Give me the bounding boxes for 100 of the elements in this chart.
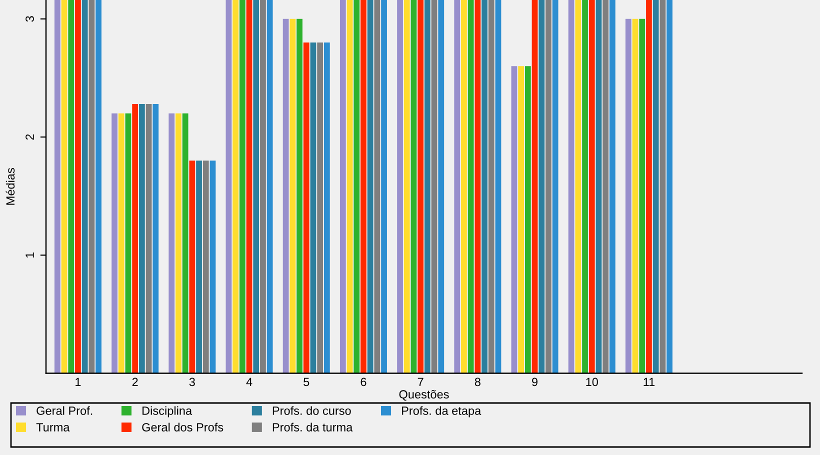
- bar: [518, 66, 524, 374]
- bar: [646, 0, 652, 374]
- bar: [82, 0, 88, 374]
- bar: [468, 0, 474, 374]
- bar: [625, 18, 632, 374]
- bar: [495, 0, 502, 374]
- bar: [176, 113, 182, 374]
- y-axis-title: Médias: [6, 168, 15, 205]
- bar: [367, 0, 374, 374]
- bar: [96, 0, 102, 374]
- bar: [431, 0, 438, 374]
- legend-label: Geral dos Profs: [142, 422, 224, 432]
- bar: [532, 0, 538, 374]
- bar: [138, 104, 145, 374]
- bar: [253, 0, 260, 374]
- bar: [360, 0, 366, 374]
- bar: [596, 0, 602, 374]
- legend-label: Disciplina: [142, 406, 192, 418]
- bar: [340, 0, 346, 374]
- bar: [226, 0, 232, 374]
- x-tick-label: 2: [132, 378, 138, 386]
- bar: [461, 0, 467, 374]
- x-tick-label: 5: [304, 378, 310, 386]
- bar: [290, 18, 296, 374]
- bar: [524, 66, 531, 374]
- legend-label: Profs. da etapa: [402, 406, 482, 418]
- x-tick-label: 3: [189, 378, 195, 386]
- bar: [310, 42, 316, 374]
- bar: [88, 0, 95, 374]
- bar: [538, 0, 545, 374]
- bar: [118, 113, 124, 374]
- x-tick-label: 1: [76, 378, 81, 386]
- bar: [381, 0, 387, 374]
- y-tick-label: 2: [26, 134, 34, 140]
- bar: [202, 160, 209, 374]
- legend-label: Profs. da turma: [272, 422, 353, 432]
- bar: [232, 0, 239, 374]
- bar: [552, 0, 558, 374]
- x-tick-label: 6: [360, 378, 366, 386]
- bar: [474, 0, 481, 374]
- bar: [68, 0, 74, 374]
- bar: [582, 0, 588, 374]
- x-tick-label: 8: [474, 378, 480, 386]
- bar: [152, 104, 159, 374]
- y-tick-label: 3: [26, 16, 34, 22]
- bar: [112, 113, 118, 374]
- bar: [588, 0, 595, 374]
- bar: [397, 0, 403, 374]
- bar: [639, 18, 646, 374]
- bar: [660, 0, 666, 374]
- bar: [575, 0, 582, 374]
- bar: [125, 113, 132, 374]
- bar: [568, 0, 574, 374]
- bar: [54, 0, 60, 374]
- bar: [296, 18, 302, 374]
- bar: [324, 42, 330, 374]
- bar: [652, 0, 659, 374]
- bar: [260, 0, 266, 374]
- bar: [239, 0, 246, 374]
- bar: [282, 18, 289, 374]
- bar: [424, 0, 430, 374]
- x-axis-title: Questões: [399, 390, 449, 401]
- bar: [189, 160, 196, 374]
- bar: [511, 66, 518, 374]
- bar: [410, 0, 417, 374]
- y-tick-label: 1: [26, 252, 34, 258]
- x-tick-label: 9: [532, 378, 538, 386]
- legend-label: Turma: [36, 423, 70, 432]
- legend-label: Profs. do curso: [272, 406, 351, 415]
- bar: [75, 0, 81, 374]
- bar: [418, 0, 424, 374]
- bar: [146, 104, 152, 374]
- legend-label: Geral Prof.: [36, 406, 92, 415]
- bar: [482, 0, 488, 374]
- x-tick-label: 7: [418, 378, 424, 386]
- bar: [210, 160, 216, 374]
- bar: [546, 0, 552, 374]
- bar: [317, 42, 324, 374]
- bar: [666, 0, 672, 374]
- bar: [404, 0, 410, 374]
- bar: [168, 113, 175, 374]
- bar: [609, 0, 616, 374]
- x-tick-label: 11: [644, 378, 655, 386]
- bar: [438, 0, 444, 374]
- bar: [196, 160, 202, 374]
- x-tick-label: 4: [246, 378, 252, 386]
- bar: [266, 0, 273, 374]
- bar: [61, 0, 68, 374]
- x-tick-label: 10: [586, 378, 598, 386]
- bar: [632, 18, 638, 374]
- bar: [602, 0, 609, 374]
- bar: [303, 42, 310, 374]
- bar: [454, 0, 460, 374]
- bar: [346, 0, 353, 374]
- bar: [488, 0, 494, 374]
- bar: [182, 113, 188, 374]
- bar: [374, 0, 380, 374]
- bar: [246, 0, 252, 374]
- bar: [132, 104, 138, 374]
- bar: [354, 0, 360, 374]
